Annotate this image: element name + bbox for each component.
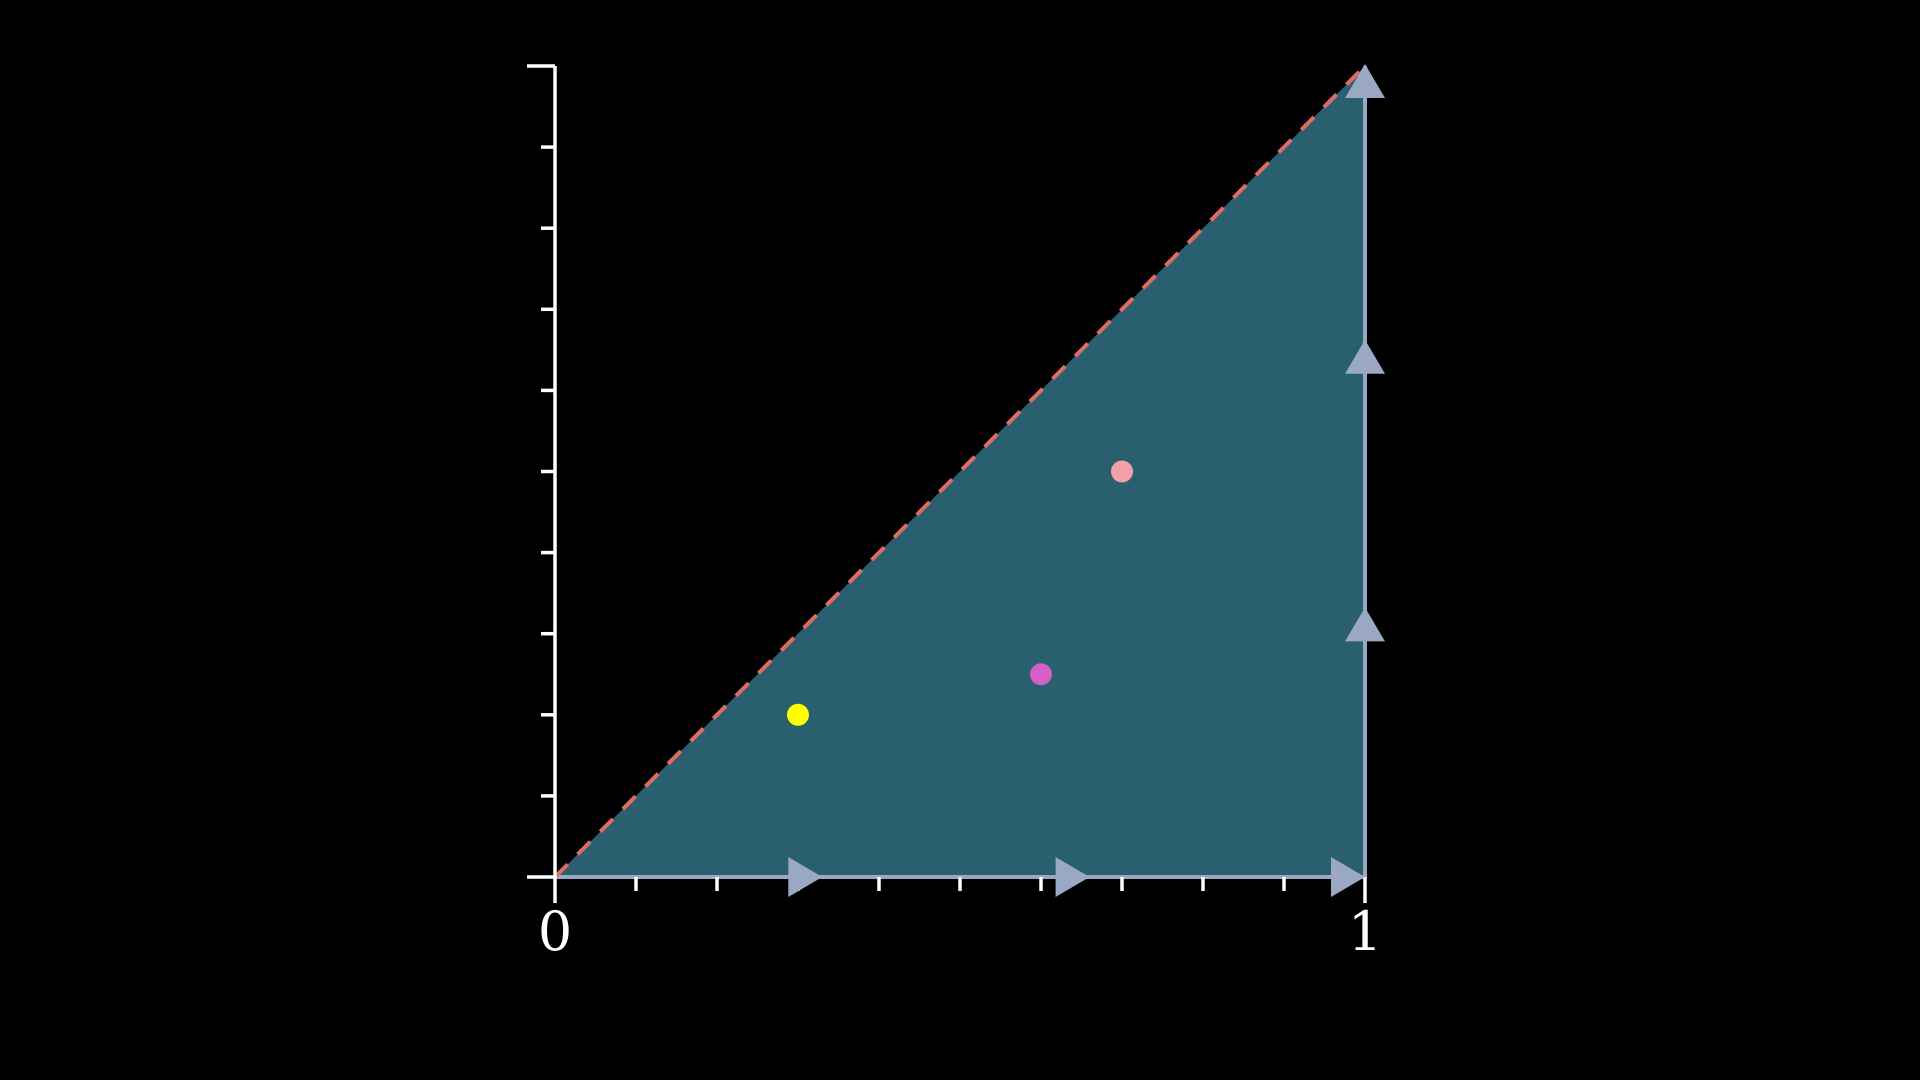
- edge-arrows-layer: [788, 64, 1385, 897]
- triangle-region-layer: [553, 64, 1367, 879]
- points-layer: [787, 460, 1133, 726]
- bottom-edge-arrow: [1055, 857, 1090, 897]
- bottom-edge-arrow: [1331, 857, 1365, 897]
- pink-point: [1111, 460, 1133, 483]
- right-edge-arrow: [1345, 64, 1385, 98]
- right-edge-arrow: [1345, 339, 1385, 374]
- x-tick-label: 0: [538, 900, 572, 963]
- axes-layer: [527, 64, 1367, 903]
- yellow-point: [787, 703, 809, 726]
- right-edge-arrow: [1345, 607, 1385, 642]
- triangle-region: [555, 66, 1365, 877]
- magenta-point: [1030, 663, 1052, 686]
- bottom-edge-arrow: [788, 857, 823, 897]
- x-tick-label: 1: [1348, 900, 1382, 963]
